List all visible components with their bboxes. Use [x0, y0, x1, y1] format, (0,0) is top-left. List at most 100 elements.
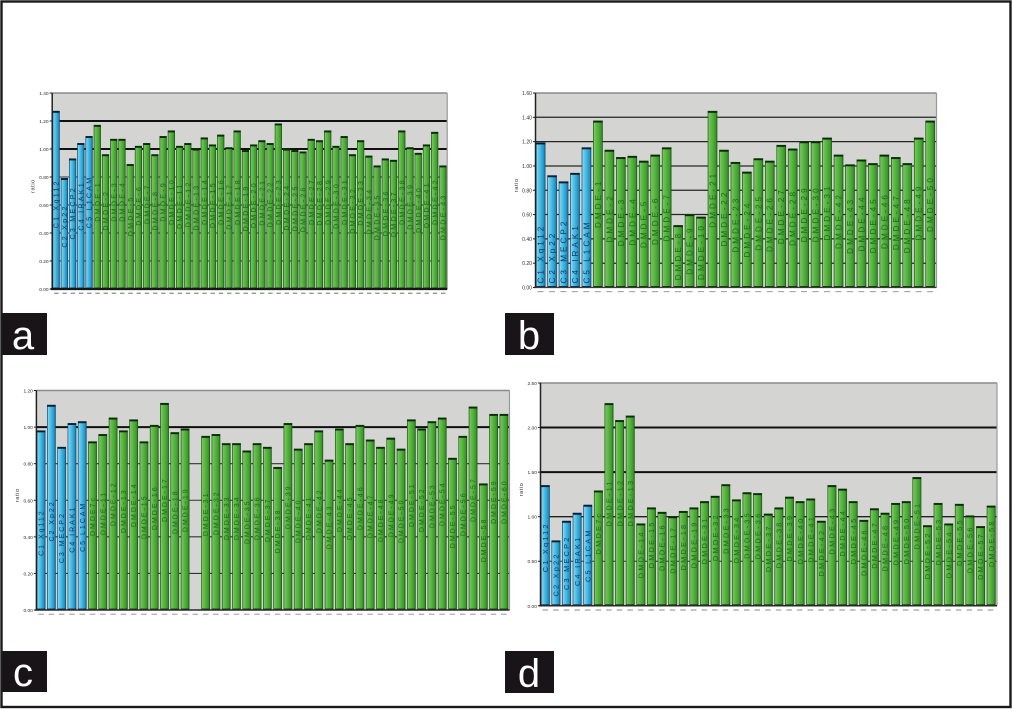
svg-text:DMDE-18: DMDE-18: [679, 523, 688, 571]
svg-text:DMDE-49: DMDE-49: [891, 518, 900, 566]
svg-text:DMDE-4: DMDE-4: [628, 196, 637, 245]
svg-text:ratio: ratio: [31, 179, 37, 193]
svg-text:DMDE-54: DMDE-54: [440, 481, 447, 526]
svg-text:DMDE-33: DMDE-33: [721, 506, 730, 554]
svg-text:DMDE-58: DMDE-58: [481, 518, 488, 563]
svg-text:DMDE-10: DMDE-10: [167, 178, 176, 225]
svg-text:DMDE-17: DMDE-17: [225, 183, 234, 230]
svg-text:DMDE-45: DMDE-45: [347, 495, 354, 540]
svg-text:DMDE-47: DMDE-47: [368, 493, 375, 538]
svg-text:1.00: 1.00: [522, 164, 532, 170]
svg-text:DMDE-48: DMDE-48: [378, 497, 385, 542]
svg-text:0.60: 0.60: [23, 498, 33, 504]
svg-text:1.00: 1.00: [39, 147, 49, 153]
svg-text:DMDE-48: DMDE-48: [881, 524, 890, 572]
svg-text:DMDE-30: DMDE-30: [332, 182, 341, 229]
svg-text:DMDE-51: DMDE-51: [409, 482, 416, 527]
svg-text:2.50: 2.50: [528, 381, 538, 387]
svg-text:DMDE-47: DMDE-47: [870, 521, 879, 569]
svg-text:DMDE-41: DMDE-41: [806, 515, 815, 563]
svg-text:1.40: 1.40: [522, 115, 532, 121]
svg-text:DMDE-17: DMDE-17: [668, 526, 677, 574]
svg-text:DMDE-57: DMDE-57: [471, 477, 478, 522]
svg-text:0.80: 0.80: [522, 188, 532, 194]
svg-text:DMDE-42: DMDE-42: [430, 178, 439, 225]
svg-text:DMDE-25: DMDE-25: [754, 194, 763, 251]
svg-text:DMDE-42: DMDE-42: [834, 192, 843, 249]
svg-text:DMDE-21: DMDE-21: [708, 171, 717, 228]
svg-text:C1 Xq112: C1 Xq112: [52, 179, 61, 228]
svg-text:DMDE-9: DMDE-9: [686, 225, 695, 274]
svg-text:C5 L1CAM: C5 L1CAM: [583, 528, 592, 582]
svg-text:DMDE-48: DMDE-48: [903, 196, 912, 253]
svg-text:DMDE-45: DMDE-45: [849, 517, 858, 565]
svg-text:DMDE-31: DMDE-31: [340, 178, 349, 225]
svg-text:DMDE-50: DMDE-50: [399, 498, 406, 543]
svg-text:DMDE-33: DMDE-33: [224, 495, 231, 540]
svg-text:DMDE-13: DMDE-13: [192, 184, 201, 231]
svg-text:DMDE-50: DMDE-50: [902, 517, 911, 565]
svg-text:DMDE-42: DMDE-42: [817, 529, 826, 577]
svg-text:DMDE-17: DMDE-17: [162, 477, 169, 522]
svg-text:DMDE-35: DMDE-35: [743, 511, 752, 559]
svg-text:DMDE-43: DMDE-43: [439, 193, 448, 240]
svg-text:DMDE-58: DMDE-58: [987, 519, 996, 567]
svg-text:DMDE-39: DMDE-39: [285, 484, 292, 529]
svg-text:d: d: [518, 652, 540, 696]
svg-text:DMDE-47: DMDE-47: [892, 193, 901, 250]
svg-text:C2 Xp22: C2 Xp22: [49, 500, 56, 541]
svg-text:DMDE-60: DMDE-60: [501, 479, 508, 524]
svg-text:DMDE-56: DMDE-56: [966, 525, 975, 573]
svg-text:DMDE-50: DMDE-50: [926, 175, 935, 232]
svg-text:DMDE-6: DMDE-6: [134, 185, 143, 226]
svg-text:DMDE-14: DMDE-14: [131, 482, 138, 527]
svg-text:DMDE-37: DMDE-37: [265, 497, 272, 542]
svg-text:DMDE-24: DMDE-24: [282, 184, 291, 231]
svg-text:DMDE-35: DMDE-35: [373, 193, 382, 240]
svg-text:DMDE-34: DMDE-34: [364, 188, 373, 235]
svg-text:DMDE-2: DMDE-2: [605, 193, 614, 242]
svg-text:DMDE-46: DMDE-46: [880, 192, 889, 249]
svg-text:ratio: ratio: [15, 488, 21, 502]
svg-text:0.00: 0.00: [23, 608, 33, 614]
svg-text:DMDE-44: DMDE-44: [838, 509, 847, 557]
svg-text:DMDE-54: DMDE-54: [944, 530, 953, 578]
svg-text:DMDE-49: DMDE-49: [388, 492, 395, 537]
svg-text:DMDE-19: DMDE-19: [183, 487, 190, 532]
svg-text:DMDE-46: DMDE-46: [859, 528, 868, 576]
svg-text:DMDE-23: DMDE-23: [274, 178, 283, 225]
svg-text:DMDE-28: DMDE-28: [789, 189, 798, 246]
svg-text:DMDE-51: DMDE-51: [913, 502, 922, 550]
svg-text:ratio: ratio: [514, 178, 520, 192]
svg-text:DMDE-40: DMDE-40: [796, 517, 805, 565]
svg-text:DMDE-15: DMDE-15: [141, 494, 148, 539]
svg-text:DMDE-12: DMDE-12: [183, 180, 192, 227]
svg-text:1.20: 1.20: [23, 389, 33, 395]
svg-text:DMDE-19: DMDE-19: [690, 520, 699, 568]
svg-text:DMDE-16: DMDE-16: [658, 523, 667, 571]
svg-text:DMDE-18: DMDE-18: [233, 178, 242, 225]
svg-text:DMDE-36: DMDE-36: [753, 512, 762, 560]
svg-text:DMDE-10: DMDE-10: [697, 223, 706, 280]
svg-text:DMDE-9: DMDE-9: [159, 181, 168, 222]
svg-text:DMDE-7: DMDE-7: [142, 183, 151, 224]
svg-text:C4 IRAK1: C4 IRAK1: [573, 536, 582, 586]
svg-text:DMDE-24: DMDE-24: [743, 201, 752, 258]
svg-text:1.20: 1.20: [522, 140, 532, 146]
svg-text:1.50: 1.50: [528, 470, 538, 476]
svg-text:DMDE-36: DMDE-36: [381, 189, 390, 236]
svg-text:DMDE-40: DMDE-40: [414, 186, 423, 233]
svg-text:c: c: [13, 651, 33, 695]
svg-text:DMDE-38: DMDE-38: [775, 520, 784, 568]
svg-text:DMDE-1: DMDE-1: [594, 179, 603, 228]
svg-text:DMDE-26: DMDE-26: [766, 195, 775, 252]
svg-text:DMDE-8: DMDE-8: [674, 231, 683, 280]
svg-text:DMDE-30: DMDE-30: [812, 185, 821, 242]
svg-text:0.20: 0.20: [39, 259, 49, 265]
svg-text:DMDE-41: DMDE-41: [422, 181, 431, 228]
svg-text:DMDE-11: DMDE-11: [605, 479, 614, 526]
svg-text:C1 Xq112: C1 Xq112: [39, 509, 46, 556]
svg-text:1.00: 1.00: [23, 425, 33, 431]
svg-text:DMDE-52: DMDE-52: [923, 531, 932, 579]
svg-text:0.00: 0.00: [522, 286, 532, 292]
